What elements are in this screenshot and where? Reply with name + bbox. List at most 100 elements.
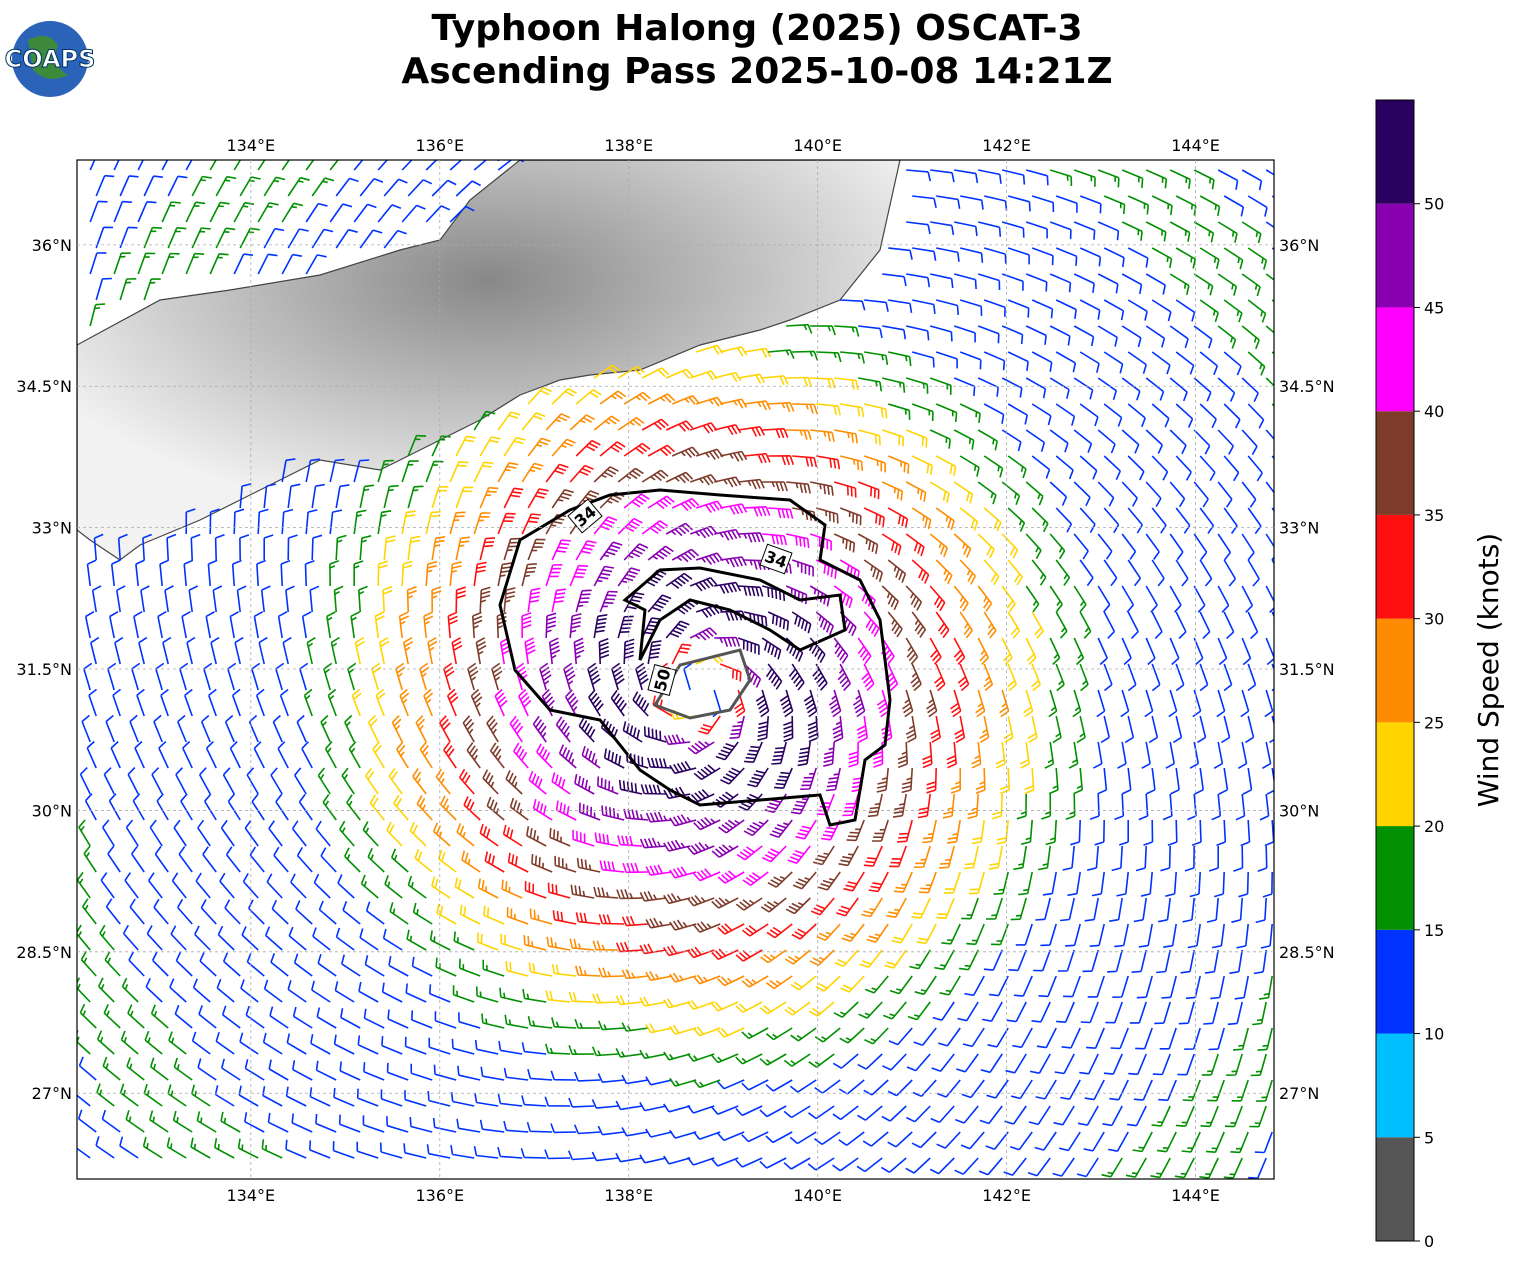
wind-barb [882, 1053, 907, 1071]
wind-barb [412, 902, 433, 925]
wind-barb [1073, 533, 1089, 560]
wind-barb [126, 1057, 145, 1081]
wind-barb [1247, 455, 1263, 482]
wind-barb [665, 420, 694, 432]
wind-barb [1148, 715, 1159, 744]
wind-barb [287, 176, 310, 197]
wind-barb [665, 572, 693, 589]
wind-barb [892, 793, 907, 818]
wind-barb [200, 714, 211, 743]
wind-barb [887, 611, 903, 638]
wind-barb [1094, 819, 1105, 846]
wind-barb [1055, 611, 1068, 639]
wind-barb [449, 160, 475, 171]
wind-barb [669, 1024, 697, 1035]
wind-barb [154, 845, 169, 873]
wind-barb [479, 586, 491, 613]
wind-barb [906, 1053, 931, 1072]
wind-barb [1136, 975, 1153, 999]
wind-barb [1049, 429, 1069, 453]
wind-barb [880, 637, 895, 665]
wind-barb [245, 1005, 265, 1029]
wind-barb [759, 1105, 787, 1118]
wind-barb [786, 376, 813, 387]
wind-barb [977, 533, 995, 559]
wind-barb [121, 977, 139, 1003]
wind-barb [181, 611, 191, 639]
wind-barb [1217, 377, 1236, 402]
wind-barb [714, 476, 742, 488]
wind-barb [1226, 1053, 1243, 1076]
wind-barb [110, 559, 121, 587]
wind-barb [215, 175, 237, 197]
wind-barb [816, 351, 842, 363]
wind-barb [767, 871, 793, 888]
wind-barb [1004, 1105, 1027, 1125]
wind-barb [143, 175, 163, 197]
wind-barb [1031, 247, 1054, 266]
wind-barb [717, 1131, 745, 1142]
wind-barb [967, 793, 979, 820]
wind-barb [729, 715, 745, 739]
wind-barb [167, 1084, 187, 1107]
wind-barb [689, 576, 718, 592]
wind-barb [1031, 351, 1053, 372]
wind-barb [856, 715, 868, 743]
wind-barb [808, 1105, 835, 1120]
wind-barb [1199, 507, 1215, 534]
wind-barb [309, 585, 320, 613]
wind-barb [305, 160, 315, 171]
wind-barb [1034, 1131, 1057, 1151]
wind-barb [1031, 195, 1055, 213]
wind-barb [792, 871, 817, 890]
wind-barb [1193, 325, 1213, 349]
wind-barb [412, 768, 427, 795]
wind-barb [1260, 923, 1273, 949]
wind-barb [599, 860, 625, 873]
wind-barb [686, 946, 715, 959]
wind-barb [1169, 533, 1184, 561]
wind-barb [1029, 1053, 1051, 1074]
wind-barb [1145, 221, 1167, 242]
wind-barb [330, 636, 340, 665]
wind-barb [1265, 481, 1274, 508]
wind-barb [1079, 455, 1098, 480]
colorbar-bin [1376, 618, 1414, 723]
wind-barb [117, 533, 128, 561]
wind-barb [367, 715, 379, 743]
wind-barb [503, 587, 516, 613]
wind-barb [615, 1048, 643, 1058]
wind-barb [578, 717, 596, 743]
wind-barb [840, 299, 866, 311]
wind-barb [527, 538, 546, 561]
wind-barb [229, 611, 239, 639]
wind-barb [1240, 689, 1250, 718]
wind-barb [281, 202, 304, 223]
wind-barb [808, 1001, 835, 1017]
wind-barb [303, 688, 313, 717]
wind-barb [569, 938, 595, 951]
wind-barb [857, 637, 872, 665]
wind-barb [353, 509, 367, 535]
wind-barb [715, 741, 739, 761]
wind-barb [1265, 585, 1274, 613]
wind-barb [158, 741, 169, 769]
wind-barb [643, 726, 667, 743]
wind-barb [917, 793, 931, 819]
wind-barb [1161, 975, 1177, 999]
wind-barb [167, 175, 188, 197]
wind-barb [305, 202, 328, 223]
wind-barb [810, 325, 836, 336]
y-tick-label: 28.5°N [16, 943, 72, 962]
wind-barb [1237, 741, 1248, 769]
wind-barb [1006, 663, 1018, 692]
wind-barb [466, 742, 481, 769]
wind-barb [446, 688, 459, 717]
wind-barb [143, 226, 162, 249]
wind-barb [1127, 299, 1148, 321]
wind-barb [1199, 247, 1220, 269]
y-tick-label: 34.5°N [16, 377, 72, 396]
wind-barb [503, 537, 521, 561]
wind-barb [425, 510, 441, 535]
wind-barb [922, 741, 933, 769]
